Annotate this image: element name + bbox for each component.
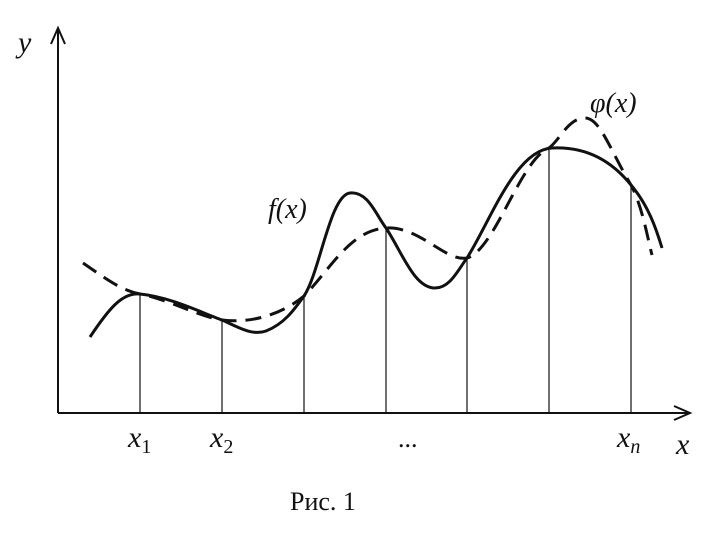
node-label: xn [616,421,640,458]
curve-phi-label: φ(x) [590,88,637,119]
ellipsis: ... [398,424,418,453]
node-label: x2 [209,421,233,458]
caption: Рис. 1 [290,487,356,516]
node-lines [139,150,632,413]
node-base: x [209,421,224,454]
y-axis-label: y [15,26,32,59]
x-arrow [673,405,693,421]
node-base: x [616,421,631,454]
node-sub: n [630,436,640,458]
curve-f [88,146,664,338]
curve-f-label: f(x) [268,194,307,225]
x-axis-label: x [675,428,690,461]
node-sub: 2 [223,436,233,458]
node-base: x [127,421,142,454]
node-sub: 1 [141,436,151,458]
node-label: x1 [127,421,151,458]
y-arrow [50,25,66,45]
